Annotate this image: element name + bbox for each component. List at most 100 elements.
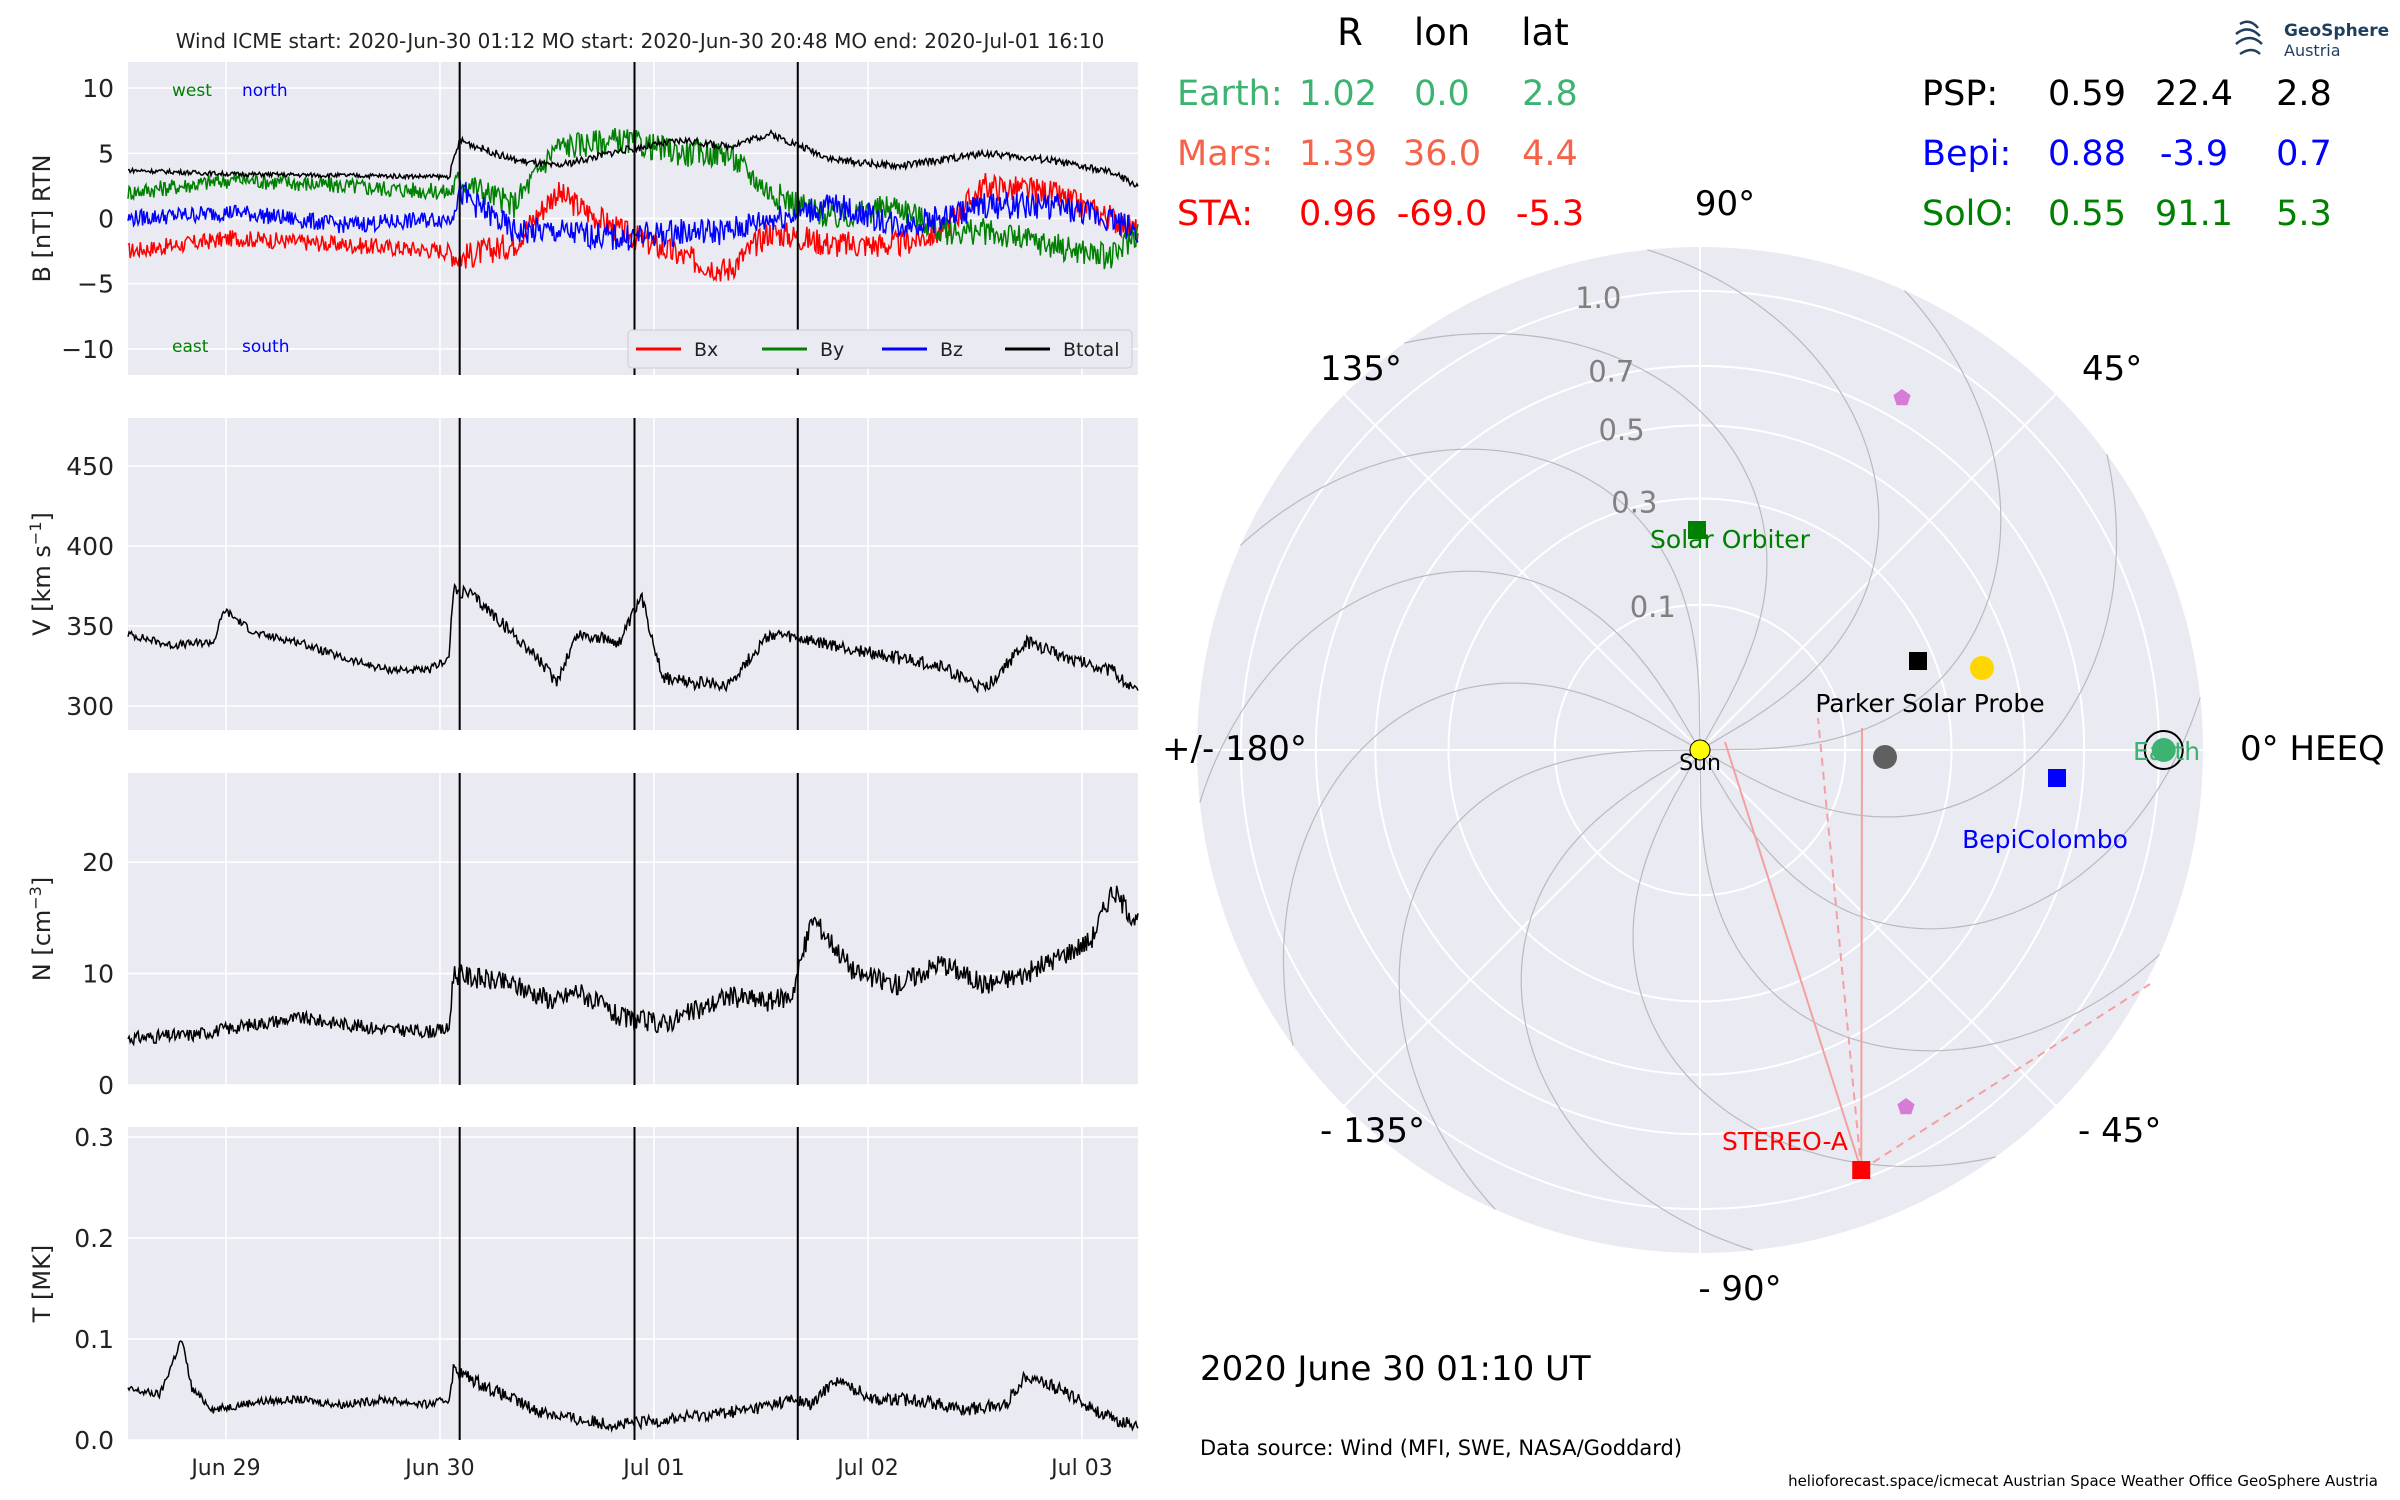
y-tick-label: 300 xyxy=(66,692,114,721)
marker-earth xyxy=(2151,738,2176,762)
data-source-label: Data source: Wind (MFI, SWE, NASA/Goddar… xyxy=(1200,1436,1682,1460)
label-earth: Earth xyxy=(2133,737,2200,766)
marker-pentagon-2 xyxy=(1897,1098,1915,1115)
angle-label: - 90° xyxy=(1698,1269,1781,1309)
left-row-r: 1.02 xyxy=(1299,74,1377,114)
left-row-name: Earth: xyxy=(1177,74,1283,114)
y-tick-label: 0.3 xyxy=(74,1123,114,1152)
annotation-east: east xyxy=(172,337,209,357)
y-tick-label: 10 xyxy=(82,74,114,103)
y-tick-label: 350 xyxy=(66,612,114,641)
right-row-lat: 0.7 xyxy=(2276,134,2332,174)
right-row-lat: 5.3 xyxy=(2276,194,2332,234)
series-line-by xyxy=(127,128,1139,270)
y-tick-label: −5 xyxy=(77,270,114,299)
radial-tick-label: 0.7 xyxy=(1588,355,1634,389)
label-parker-solar-probe: Parker Solar Probe xyxy=(1815,689,2044,718)
y-axis-label: N [cm−3] xyxy=(26,877,56,982)
marker-parker-solar-probe xyxy=(1909,652,1927,670)
angle-label: 0° HEEQ xyxy=(2240,729,2385,769)
y-tick-label: 5 xyxy=(98,139,114,168)
panel-background xyxy=(128,418,1138,730)
y-tick-label: 0 xyxy=(98,205,114,234)
series-line-t xyxy=(127,1340,1139,1434)
angular-grid-line xyxy=(1343,393,1701,751)
label-bepicolombo: BepiColombo xyxy=(1962,825,2128,854)
angle-label: +/- 180° xyxy=(1162,729,1307,769)
legend-label-by: By xyxy=(820,339,844,361)
parker-spiral-line xyxy=(1240,448,1701,751)
right-row-r: 0.88 xyxy=(2048,134,2126,174)
radial-tick-label: 1.0 xyxy=(1575,281,1621,315)
x-tick-label: Jul 01 xyxy=(621,1456,685,1481)
marker-mercury xyxy=(1873,745,1897,769)
angular-grid-line xyxy=(1699,749,2057,1107)
right-row-lat: 2.8 xyxy=(2276,74,2332,114)
y-tick-label: 10 xyxy=(82,960,114,989)
right-row-name: Bepi: xyxy=(1922,134,2011,174)
angle-label: 90° xyxy=(1695,184,1755,224)
radial-tick-label: 0.1 xyxy=(1630,590,1676,624)
date-label: 2020 June 30 01:10 UT xyxy=(1200,1349,1591,1389)
left-row-name: STA: xyxy=(1177,194,1253,234)
table-header-lon: lon xyxy=(1414,11,1470,54)
angle-label: - 45° xyxy=(2078,1111,2161,1151)
figure-title: Wind ICME start: 2020-Jun-30 01:12 MO st… xyxy=(176,29,1105,53)
y-axis-label-superscript: −1 xyxy=(26,521,45,545)
parker-spiral-line xyxy=(1647,249,1880,751)
right-row-r: 0.55 xyxy=(2048,194,2126,234)
radial-tick-label: 0.3 xyxy=(1611,485,1657,519)
label-sun: Sun xyxy=(1679,751,1721,776)
panel-speed: 450 400 350 300 V [km s−1] xyxy=(26,418,1139,730)
right-row-lon: 22.4 xyxy=(2155,74,2233,114)
y-axis-label: T [MK] xyxy=(28,1245,56,1323)
series-line-bx xyxy=(127,173,1139,283)
logo-line1: GeoSphere xyxy=(2284,21,2389,41)
right-row-name: SolO: xyxy=(1922,194,2014,234)
parker-spiral-line xyxy=(1699,454,2118,818)
x-tick-label: Jun 30 xyxy=(403,1456,474,1481)
panel-temperature: 0.3 0.2 0.1 0.0 T [MK] Jun 29 Jun 30 Jul 01 Jul … xyxy=(28,1123,1139,1481)
panel-background xyxy=(128,773,1138,1085)
stereo-a-view-line-dashed xyxy=(1860,983,2151,1171)
logo-swirl-icon xyxy=(2235,20,2263,56)
x-tick-label: Jul 03 xyxy=(1049,1456,1113,1481)
left-row-lon: 36.0 xyxy=(1403,134,1481,174)
parker-spiral-line xyxy=(1199,570,1701,803)
annotation-west: west xyxy=(172,81,212,101)
left-row-r: 1.39 xyxy=(1299,134,1377,174)
parker-spiral-line xyxy=(1699,749,2160,1052)
logo-line2: Austria xyxy=(2284,41,2341,60)
right-row-name: PSP: xyxy=(1922,74,1998,114)
y-tick-label: 0 xyxy=(98,1071,114,1100)
left-row-lat: -5.3 xyxy=(1516,194,1584,234)
parker-spiral-line xyxy=(1632,749,1996,1168)
polar-position-plot: 0.1 0.3 0.5 0.7 1.0 0° HEEQ 45° 90° 135° +/- 180°… xyxy=(1162,184,2385,1309)
label-stereo-a: STEREO-A xyxy=(1722,1127,1848,1156)
annotation-north: north xyxy=(242,81,288,101)
y-tick-label: 0.0 xyxy=(74,1426,114,1455)
label-solar-orbiter: Solar Orbiter xyxy=(1650,525,1811,554)
series-line-n xyxy=(127,885,1139,1047)
marker-sun xyxy=(1689,739,1711,761)
angle-label: 45° xyxy=(2082,349,2142,389)
stereo-a-view-line xyxy=(1860,727,1863,1171)
angle-label: - 135° xyxy=(1320,1111,1425,1151)
legend-label-btotal: Btotal xyxy=(1063,339,1119,361)
parker-spiral-line xyxy=(1520,749,1753,1251)
y-tick-label: −10 xyxy=(61,335,114,364)
y-tick-label: 450 xyxy=(66,452,114,481)
panel-background xyxy=(128,1127,1138,1440)
panel-density: 20 10 0 N [cm−3] xyxy=(26,773,1139,1100)
y-axis-label: B [nT] RTN xyxy=(28,155,56,283)
series-line-bz xyxy=(127,180,1139,251)
geosphere-logo: GeoSphere Austria xyxy=(2235,20,2389,60)
x-tick-label: Jun 29 xyxy=(189,1456,260,1481)
table-header-lat: lat xyxy=(1521,11,1568,54)
right-row-lon: 91.1 xyxy=(2155,194,2233,234)
y-tick-label: 0.1 xyxy=(74,1325,114,1354)
marker-solar-orbiter xyxy=(1688,521,1706,539)
y-tick-label: 0.2 xyxy=(74,1224,114,1253)
